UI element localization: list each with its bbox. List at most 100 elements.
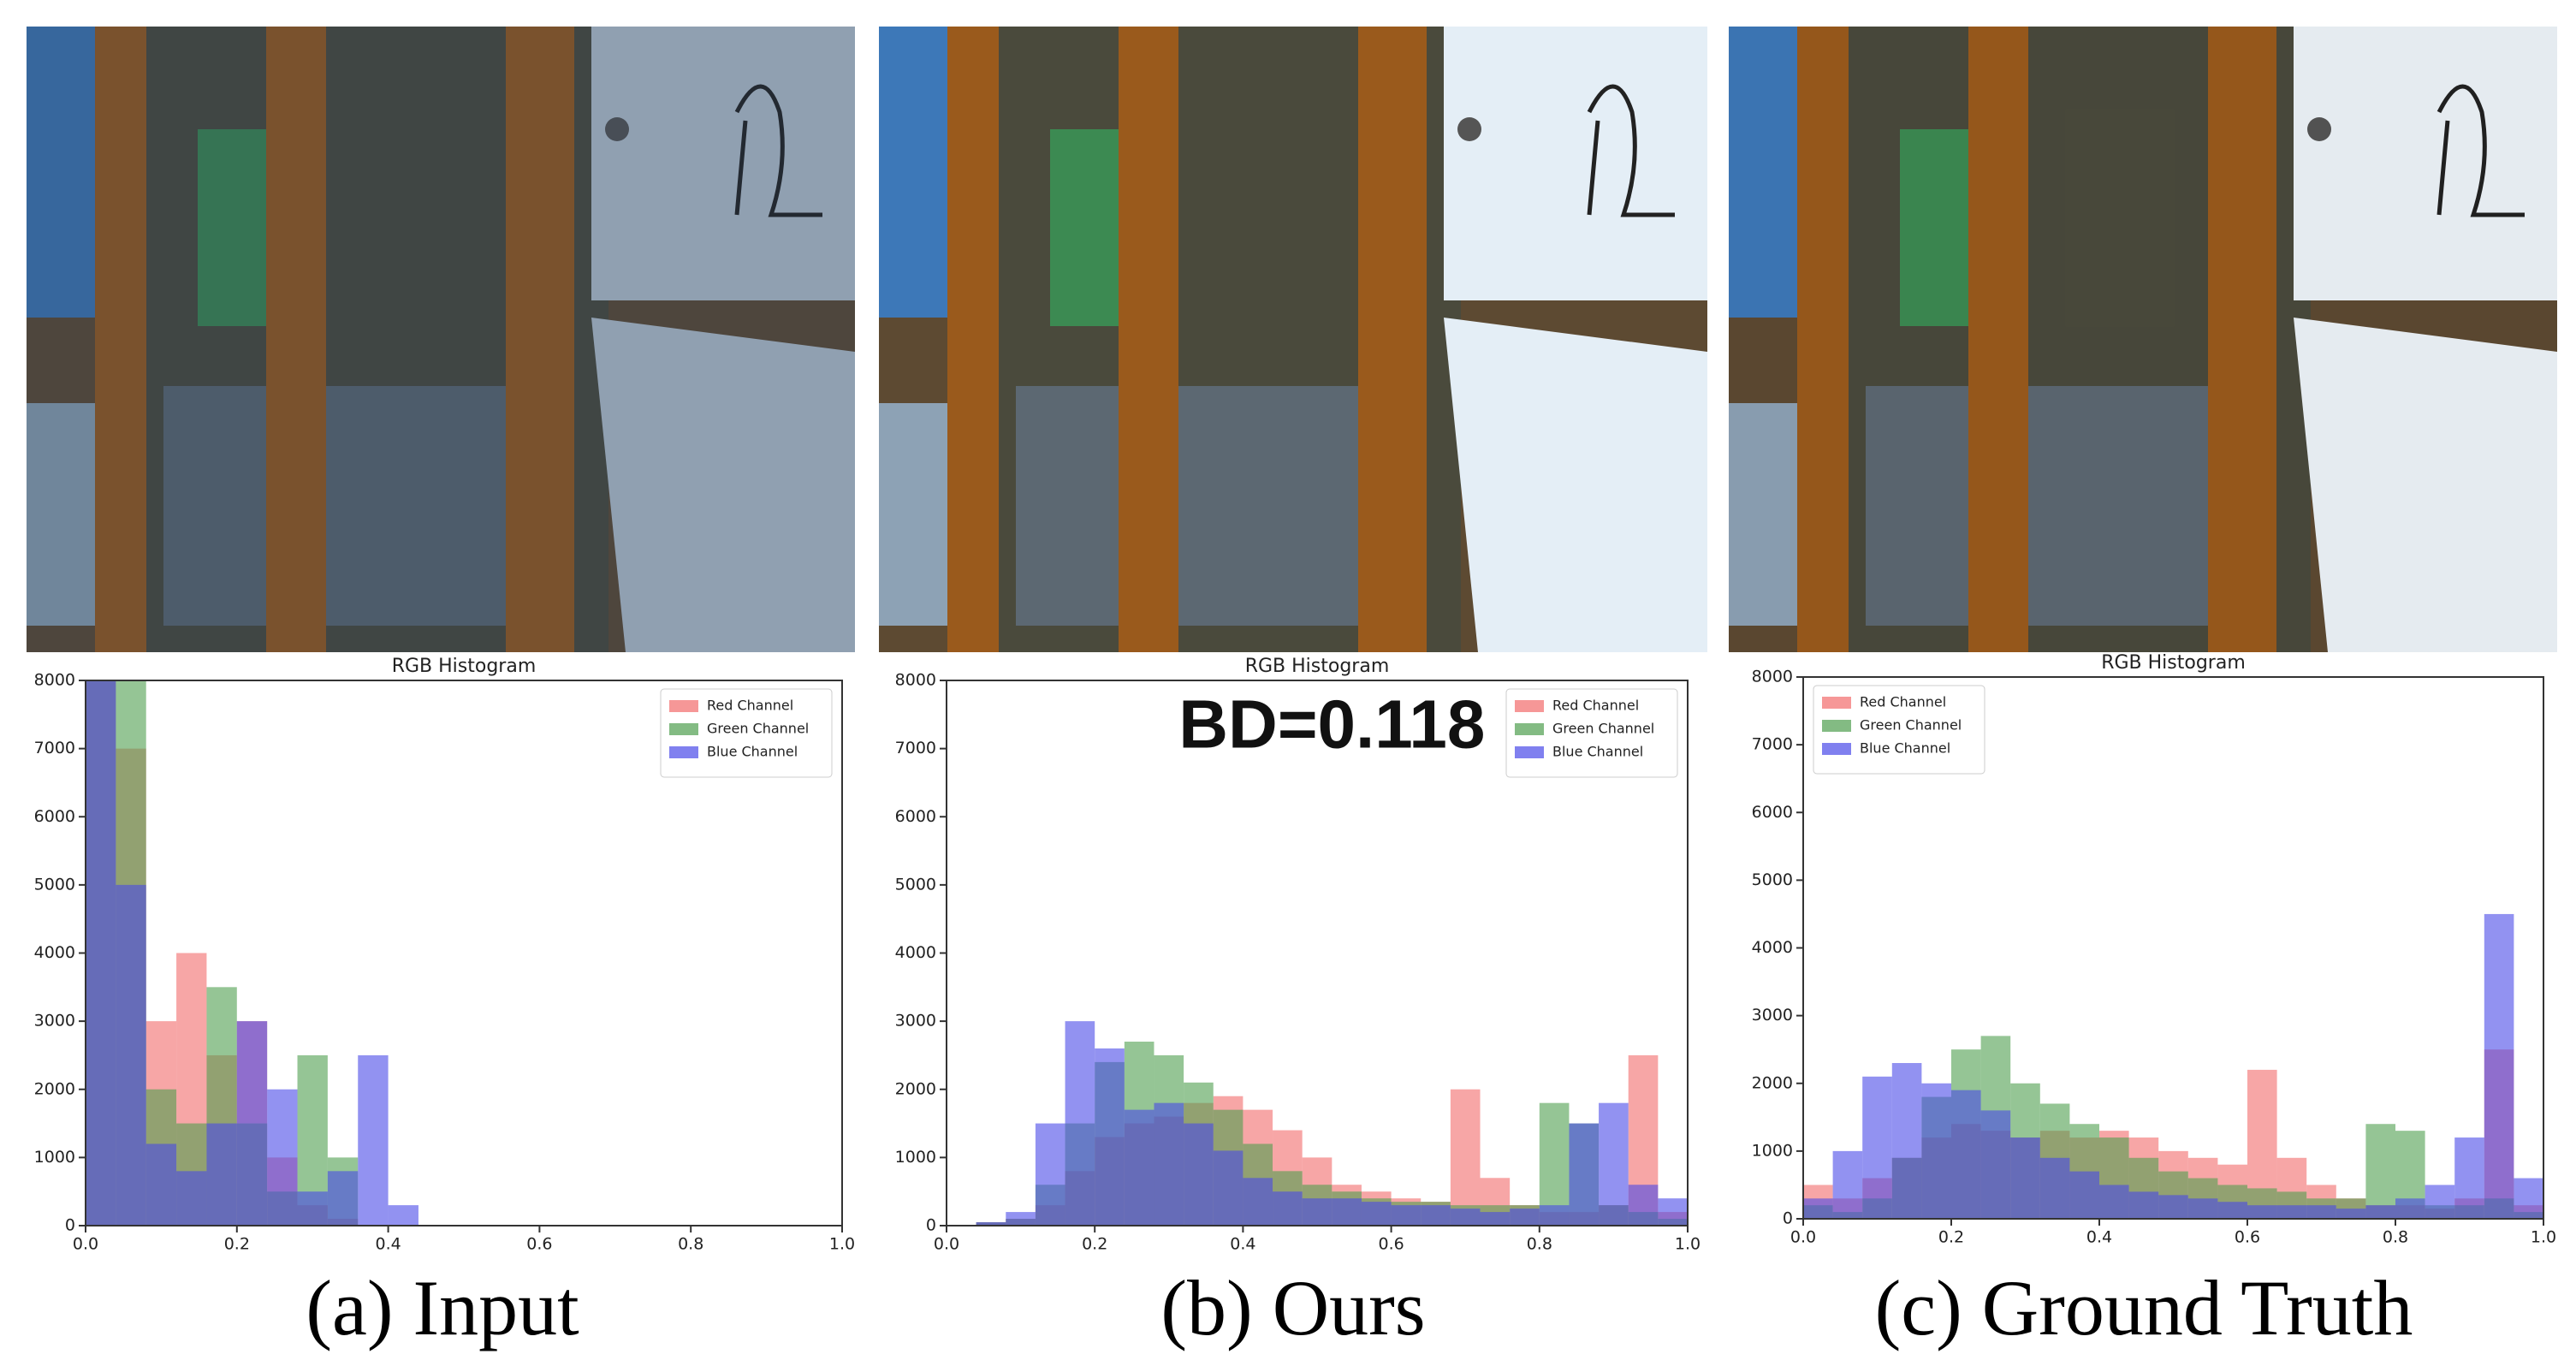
y-tick-label: 6000 (895, 807, 936, 826)
green-box (1050, 129, 1127, 326)
legend-label: Green Channel (1552, 721, 1654, 737)
legend-swatch (1515, 700, 1544, 712)
hist-bar (327, 1171, 359, 1226)
knob (1457, 117, 1481, 141)
photo (879, 27, 1707, 652)
hist-bar (2010, 1137, 2040, 1219)
books (879, 403, 947, 626)
legend-swatch (1822, 697, 1851, 709)
green-box (198, 129, 275, 326)
hist-bar (1658, 1198, 1688, 1226)
y-tick-label: 2000 (34, 1079, 75, 1098)
cabinet-door (1444, 318, 1707, 652)
hist-bar (236, 1021, 268, 1226)
hist-bar (176, 1171, 207, 1226)
hist-bar (1891, 1063, 1922, 1219)
hist-bar (1510, 1209, 1540, 1226)
hist-bar (2306, 1205, 2336, 1219)
legend-swatch (1822, 720, 1851, 732)
y-tick-label: 4000 (34, 943, 75, 962)
y-tick-label: 0 (65, 1216, 75, 1235)
hist-bar (358, 1054, 389, 1226)
hist-bar (1302, 1198, 1333, 1226)
hist-bar (86, 680, 116, 1226)
photo-tint (879, 27, 1707, 652)
legend-label: Blue Channel (1552, 744, 1643, 760)
caption: (c) Ground Truth (1875, 1264, 2413, 1351)
y-tick-label: 3000 (895, 1012, 936, 1030)
hist-bar (1154, 1102, 1184, 1226)
cabinet-door (591, 318, 855, 652)
y-tick-label: 1000 (1752, 1141, 1793, 1160)
x-tick-label: 0.2 (1938, 1228, 1964, 1247)
cabinet-door (2294, 318, 2557, 652)
cabinet-top (1444, 27, 1707, 300)
hist-bar (1124, 1109, 1154, 1226)
y-tick-label: 2000 (1752, 1073, 1793, 1092)
hist-bar (2099, 1185, 2129, 1219)
x-tick-label: 0.4 (2086, 1228, 2112, 1247)
y-tick-label: 8000 (895, 671, 936, 690)
wood-post (266, 27, 326, 652)
hist-bar (1569, 1123, 1600, 1226)
y-tick-label: 4000 (1752, 938, 1793, 957)
hist-bar (1450, 1089, 1481, 1226)
hist-bar (2454, 1137, 2484, 1219)
y-tick-label: 1000 (895, 1148, 936, 1167)
x-tick-label: 0.4 (1230, 1235, 1255, 1254)
hist-bar (2365, 1124, 2395, 1219)
hist-bar (1361, 1202, 1392, 1226)
cat-drawing (2437, 84, 2525, 217)
hist-bar (1921, 1083, 1951, 1219)
hist-bar (2039, 1157, 2070, 1219)
y-tick-label: 7000 (895, 739, 936, 757)
cat-drawing (734, 84, 822, 217)
y-tick-label: 6000 (34, 807, 75, 826)
hist-bar (1273, 1191, 1303, 1226)
chart-title: RGB Histogram (1245, 656, 1390, 677)
y-tick-label: 1000 (34, 1148, 75, 1167)
cabinet-top (2294, 27, 2557, 300)
annotation: BD=0.118 (1178, 686, 1485, 762)
y-tick-label: 8000 (34, 671, 75, 690)
hist-bar (2336, 1209, 2366, 1219)
chart-title: RGB Histogram (392, 656, 537, 677)
legend-box (1813, 685, 1985, 775)
legend-box (660, 688, 833, 778)
y-tick-label: 0 (1783, 1209, 1793, 1228)
x-tick-label: 1.0 (1675, 1235, 1701, 1254)
cat-drawing (1587, 84, 1675, 217)
hist-bar (2128, 1191, 2159, 1219)
hist-bar (1832, 1150, 1863, 1219)
x-tick-label: 0.8 (1527, 1235, 1552, 1254)
hist-bar (2484, 913, 2514, 1219)
hist-bar (1628, 1185, 1659, 1226)
hist-bar (297, 1191, 328, 1226)
hist-bar (1391, 1205, 1422, 1226)
photo (1729, 27, 2557, 652)
wood-post (1358, 27, 1427, 652)
hist-bar (388, 1205, 418, 1226)
legend-label: Red Channel (707, 698, 793, 714)
wood-post (1119, 27, 1178, 652)
legend-box (1505, 688, 1678, 778)
x-tick-label: 0.0 (934, 1235, 959, 1254)
y-tick-label: 2000 (895, 1079, 936, 1098)
binders (1729, 27, 1797, 318)
y-tick-label: 3000 (34, 1012, 75, 1030)
x-tick-label: 0.2 (1082, 1235, 1107, 1254)
caption: (a) Input (306, 1264, 579, 1351)
cabinet-top (591, 27, 855, 300)
chart-title: RGB Histogram (2101, 652, 2246, 674)
hist-bar (1951, 1090, 1981, 1219)
hist-bar (1450, 1209, 1481, 1226)
wood-post (947, 27, 999, 652)
x-tick-label: 1.0 (829, 1235, 855, 1254)
legend-label: Green Channel (707, 721, 809, 737)
legend-swatch (1822, 743, 1851, 755)
y-tick-label: 4000 (895, 943, 936, 962)
hist-bar (1421, 1205, 1451, 1226)
knob (605, 117, 629, 141)
x-tick-label: 1.0 (2531, 1228, 2556, 1247)
